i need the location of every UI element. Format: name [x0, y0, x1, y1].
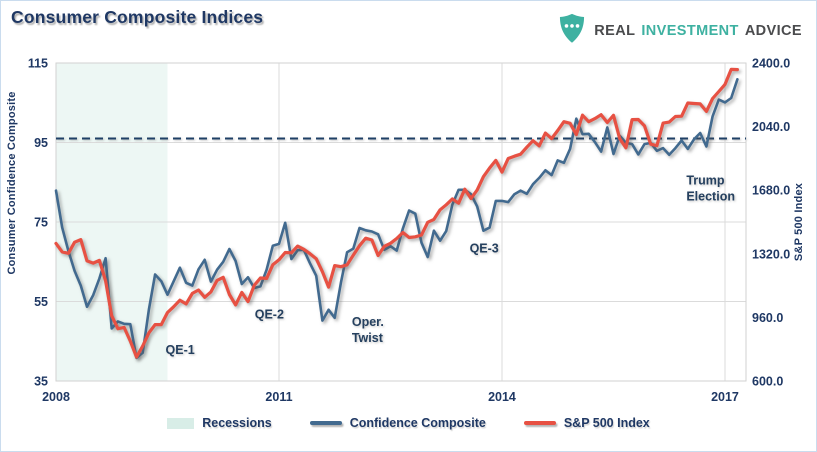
legend-label: Recessions: [202, 416, 272, 430]
x-tick-label: 2014: [488, 390, 516, 404]
annotation-twist: Twist: [352, 331, 384, 345]
left-tick-label: 35: [34, 375, 48, 389]
sp500-index-line: [54, 67, 740, 359]
legend-label: S&P 500 Index: [563, 416, 650, 430]
right-tick-label: 1320.0: [752, 247, 790, 261]
legend-item-confidence-composite: Confidence Composite: [309, 416, 486, 430]
left-tick-label: 55: [34, 295, 48, 309]
annotation-trump: Trump: [686, 174, 725, 188]
brand-name: REAL INVESTMENT ADVICE: [594, 23, 802, 39]
plot-border: [55, 62, 747, 382]
brand-word-advice: ADVICE: [744, 23, 802, 39]
right-tick-label: 2400.0: [752, 57, 790, 71]
annotation-oper: Oper.: [352, 315, 384, 329]
left-tick-label: 75: [34, 216, 48, 230]
legend-area-swatch: [167, 417, 195, 429]
right-tick-label: 600.0: [752, 375, 783, 389]
annotation-qe3: QE-3: [470, 241, 499, 255]
legend-line-swatch: [523, 421, 556, 425]
x-tick-label: 2017: [711, 390, 739, 404]
left-tick-label: 95: [34, 136, 48, 150]
legend-item-s-p-500-index: S&P 500 Index: [523, 416, 650, 430]
annotation-qe2: QE-2: [255, 308, 284, 322]
right-tick-label: 2040.0: [752, 120, 790, 134]
brand-word-investment: INVESTMENT: [641, 23, 739, 39]
right-tick-label: 1680.0: [752, 184, 790, 198]
brand-logo: REAL INVESTMENT ADVICE: [558, 13, 802, 49]
x-tick-label: 2008: [42, 390, 70, 404]
page-title: Consumer Composite Indices: [11, 7, 264, 27]
x-tick-label: 2011: [265, 390, 292, 404]
annotation-qe1: QE-1: [166, 343, 195, 357]
right-tick-label: 960.0: [752, 311, 783, 325]
legend-item-recessions: Recessions: [167, 416, 272, 430]
confidence-composite-line: [54, 78, 739, 360]
legend: Recessions Confidence Composite S&P 500 In…: [1, 416, 816, 430]
left-tick-label: 115: [28, 57, 48, 71]
legend-label: Confidence Composite: [349, 416, 486, 430]
brand-word-real: REAL: [594, 23, 636, 39]
annotation-election: Election: [686, 190, 735, 204]
shield-dots-icon: [558, 13, 586, 49]
left-axis-title: Consumer Confidence Composite: [6, 91, 18, 274]
legend-line-swatch: [309, 421, 342, 425]
right-axis-title: S&P 500 Index: [793, 182, 805, 261]
